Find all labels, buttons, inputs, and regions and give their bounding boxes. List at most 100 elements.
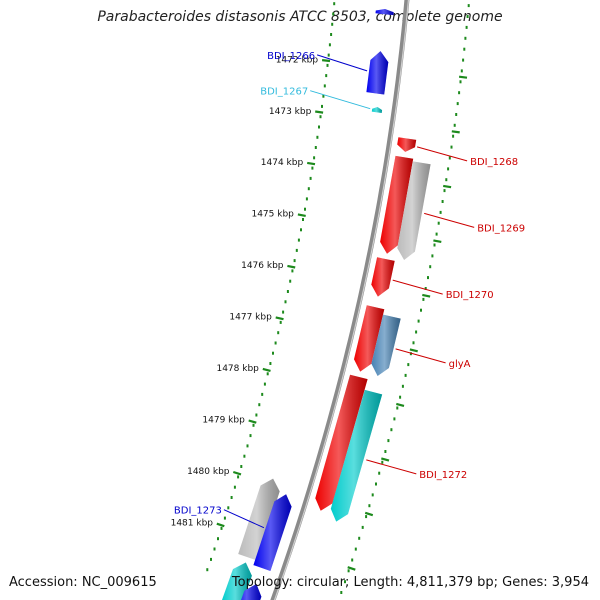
axis-dot xyxy=(240,465,243,468)
axis-dot xyxy=(210,557,212,561)
track-dot xyxy=(463,47,466,51)
axis-dot xyxy=(307,187,310,191)
track-dot xyxy=(347,569,350,573)
tick-label: 1477 kbp xyxy=(229,312,272,322)
track-dot xyxy=(412,341,415,345)
axis-dot xyxy=(255,413,258,417)
axis-dot xyxy=(213,547,216,551)
axis-dot xyxy=(295,248,298,252)
axis-dot xyxy=(332,12,335,16)
axis-dot xyxy=(331,22,334,26)
gene-label[interactable]: glyA xyxy=(449,359,471,370)
gene-feature xyxy=(330,389,383,522)
track-dot xyxy=(417,319,420,323)
gene-label[interactable]: BDI_1266 xyxy=(267,51,315,62)
axis-dot xyxy=(291,269,294,273)
gene-label[interactable]: BDI_1270 xyxy=(446,290,494,301)
track-dot xyxy=(351,558,354,562)
gene-label[interactable]: BDI_1273 xyxy=(174,506,222,517)
genome-summary-text: Topology: circular; Length: 4,811,379 bp… xyxy=(231,575,589,590)
track-dot xyxy=(458,91,461,95)
gene-feature xyxy=(221,562,252,600)
gene-feature xyxy=(238,478,280,561)
track-dot xyxy=(415,330,418,334)
outer-tick-mark xyxy=(422,293,431,298)
gene-arrow-shade xyxy=(371,107,383,113)
gene-arrow-shade xyxy=(238,478,280,561)
axis-dot xyxy=(279,320,282,324)
tick-mark xyxy=(216,522,225,528)
track-dot xyxy=(344,580,346,584)
dot-tracks xyxy=(206,2,470,594)
track-dot xyxy=(437,221,440,225)
track-dot xyxy=(467,4,470,8)
axis-dot xyxy=(314,146,317,149)
track-dot xyxy=(384,450,387,453)
tick-mark xyxy=(232,470,242,476)
gene-label[interactable]: BDI_1272 xyxy=(419,470,467,481)
genome-backbone xyxy=(270,0,410,600)
gene-label[interactable]: BDI_1268 xyxy=(470,157,518,168)
gene-feature xyxy=(397,161,431,260)
track-dot xyxy=(447,167,450,171)
tick-label: 1475 kbp xyxy=(251,210,294,220)
outer-tick-mark xyxy=(396,402,405,407)
outer-tick-mark xyxy=(409,348,418,353)
axis-dot xyxy=(227,506,230,510)
track-dot xyxy=(459,80,462,84)
track-dot xyxy=(404,373,407,377)
track-dot xyxy=(371,493,374,497)
track-dot xyxy=(443,189,446,193)
track-dot xyxy=(407,363,410,367)
axis-dot xyxy=(263,382,266,386)
gene-feature xyxy=(253,494,292,571)
track-dot xyxy=(399,395,402,399)
track-dot xyxy=(375,482,377,486)
gene-label[interactable]: BDI_1267 xyxy=(260,87,308,98)
track-dot xyxy=(452,134,455,138)
gene-feature xyxy=(354,305,385,372)
gene-feature xyxy=(241,583,262,600)
axis-dot xyxy=(309,176,312,180)
backbone-line xyxy=(270,0,410,600)
axis-dot xyxy=(302,218,304,221)
track-dot xyxy=(433,243,436,247)
axis-dot xyxy=(206,568,209,572)
track-dot xyxy=(381,460,384,464)
gene-feature xyxy=(397,137,417,152)
gene-arrow-shade xyxy=(380,155,414,254)
track-dot xyxy=(387,439,390,443)
gene-arrow-shade xyxy=(221,562,252,600)
track-dot xyxy=(448,156,451,160)
accession-text: Accession: NC_009615 xyxy=(9,575,157,590)
gene-arrow-shade xyxy=(375,9,394,16)
axis-dot xyxy=(277,331,280,335)
tick-label: 1474 kbp xyxy=(261,158,304,168)
axis-dot xyxy=(333,2,336,6)
axis-dot xyxy=(305,197,308,201)
axis-dot xyxy=(246,444,249,448)
axis-dot xyxy=(272,351,274,355)
axis-dot xyxy=(316,135,319,139)
axis-dot xyxy=(330,33,333,36)
gene-label[interactable]: BDI_1269 xyxy=(477,223,525,234)
axis-dot xyxy=(266,372,269,376)
outer-tick-mark xyxy=(347,566,356,571)
track-dot xyxy=(401,384,404,388)
gene-feature xyxy=(315,374,368,511)
track-dot xyxy=(466,15,469,18)
gene-feature xyxy=(371,314,401,376)
axis-dot xyxy=(258,403,261,407)
track-dot xyxy=(393,417,396,421)
label-leader-line xyxy=(223,509,265,529)
tick-label: 1480 kbp xyxy=(187,467,230,477)
axis-dot xyxy=(261,392,264,396)
tick-mark xyxy=(262,367,271,372)
axis-dot xyxy=(325,74,328,78)
axis-dot xyxy=(274,341,277,345)
axis-dot xyxy=(321,104,323,108)
axis-dot xyxy=(313,156,316,160)
label-leader-line xyxy=(416,146,468,162)
gene-arrow-shade xyxy=(371,257,395,297)
track-dot xyxy=(365,515,368,519)
